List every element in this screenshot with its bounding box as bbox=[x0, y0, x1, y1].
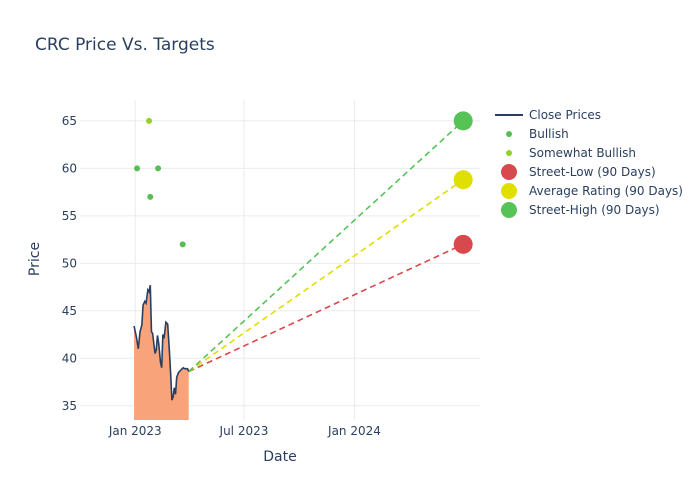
legend-label: Average Rating (90 Days) bbox=[529, 184, 683, 198]
y-tick-label: 45 bbox=[62, 304, 77, 318]
chart-title: CRC Price Vs. Targets bbox=[35, 35, 215, 55]
y-tick-label: 35 bbox=[62, 399, 77, 413]
x-tick-label: Jul 2023 bbox=[219, 424, 269, 438]
target-marker bbox=[453, 111, 473, 131]
target-line bbox=[188, 179, 464, 373]
y-tick-label: 65 bbox=[62, 114, 77, 128]
rating-marker bbox=[155, 165, 162, 172]
y-tick-label: 50 bbox=[62, 256, 77, 270]
legend-marker-swatch bbox=[506, 131, 512, 137]
rating-markers bbox=[134, 117, 186, 248]
legend: Close Prices Bullish Somewhat Bullish Stree… bbox=[495, 108, 683, 218]
legend-circle-swatch bbox=[501, 183, 517, 199]
legend-circle-swatch bbox=[501, 202, 517, 218]
x-tick-label: Jan 2023 bbox=[108, 424, 162, 438]
legend-label: Street-Low (90 Days) bbox=[529, 165, 656, 179]
y-tick-label: 60 bbox=[62, 161, 77, 175]
target-line bbox=[188, 120, 464, 373]
axis-tick-labels: 35 40 45 50 55 60 65 Jan 2023 Jul 2023 Jan 2024 bbox=[62, 114, 381, 438]
rating-marker bbox=[146, 117, 153, 124]
target-line bbox=[188, 243, 464, 373]
y-axis-title: Price bbox=[27, 242, 43, 276]
y-tick-label: 40 bbox=[62, 351, 77, 365]
legend-marker-swatch bbox=[506, 150, 512, 156]
close-price-line bbox=[133, 285, 190, 401]
x-axis-title: Date bbox=[263, 449, 296, 465]
legend-label: Bullish bbox=[529, 127, 569, 141]
x-tick-label: Jan 2024 bbox=[327, 424, 381, 438]
close-price-line-layer bbox=[133, 285, 190, 401]
rating-marker bbox=[147, 193, 154, 200]
legend-label: Somewhat Bullish bbox=[529, 146, 636, 160]
target-marker bbox=[453, 170, 473, 190]
legend-label: Close Prices bbox=[529, 108, 601, 122]
legend-circle-swatch bbox=[501, 164, 517, 180]
target-lines bbox=[188, 111, 473, 373]
rating-marker bbox=[134, 165, 141, 172]
y-tick-label: 55 bbox=[62, 209, 77, 223]
target-marker bbox=[453, 234, 473, 254]
rating-marker bbox=[179, 241, 186, 248]
close-price-fill bbox=[134, 285, 189, 420]
close-price-area bbox=[134, 285, 189, 420]
legend-label: Street-High (90 Days) bbox=[529, 203, 660, 217]
